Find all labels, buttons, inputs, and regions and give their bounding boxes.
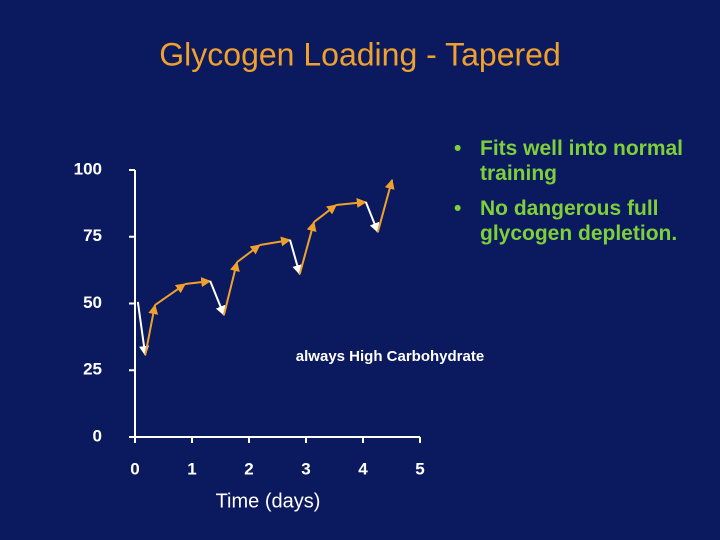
y-tick-label: 25 xyxy=(83,360,102,379)
y-tick-label: 75 xyxy=(83,226,102,245)
rise-segment xyxy=(236,244,261,263)
rise-segment xyxy=(154,283,186,306)
fall-segment xyxy=(289,239,303,276)
bullet: Fits well into normal training xyxy=(450,136,712,186)
fall-segment xyxy=(136,301,149,357)
annotation: always High Carbohydrate xyxy=(296,348,484,365)
x-tick-label: 0 xyxy=(130,459,139,478)
x-tick-label: 3 xyxy=(301,459,310,478)
x-tick-label: 4 xyxy=(358,459,368,478)
rise-segment xyxy=(336,197,367,208)
y-tick-label: 100 xyxy=(74,159,102,178)
x-tick-label: 2 xyxy=(244,459,253,478)
y-tick-label: 0 xyxy=(93,426,102,445)
fall-segment xyxy=(364,201,380,233)
x-tick-label: 5 xyxy=(415,459,424,478)
rise-segment xyxy=(144,304,159,356)
bullet-list: Fits well into normal training No danger… xyxy=(450,136,712,256)
rise-segment xyxy=(259,236,292,247)
rise-segment xyxy=(313,204,338,223)
rise-segment xyxy=(298,221,317,275)
fall-segment xyxy=(209,280,226,316)
rise-segment xyxy=(376,178,395,233)
y-tick-label: 50 xyxy=(83,293,102,312)
rise-segment xyxy=(185,277,212,288)
rise-segment xyxy=(222,261,240,316)
x-tick-label: 1 xyxy=(187,459,196,478)
bullet: No dangerous full glycogen depletion. xyxy=(450,196,712,246)
x-axis-label: Time (days) xyxy=(216,490,321,512)
chart-title: Glycogen Loading - Tapered xyxy=(159,36,560,72)
